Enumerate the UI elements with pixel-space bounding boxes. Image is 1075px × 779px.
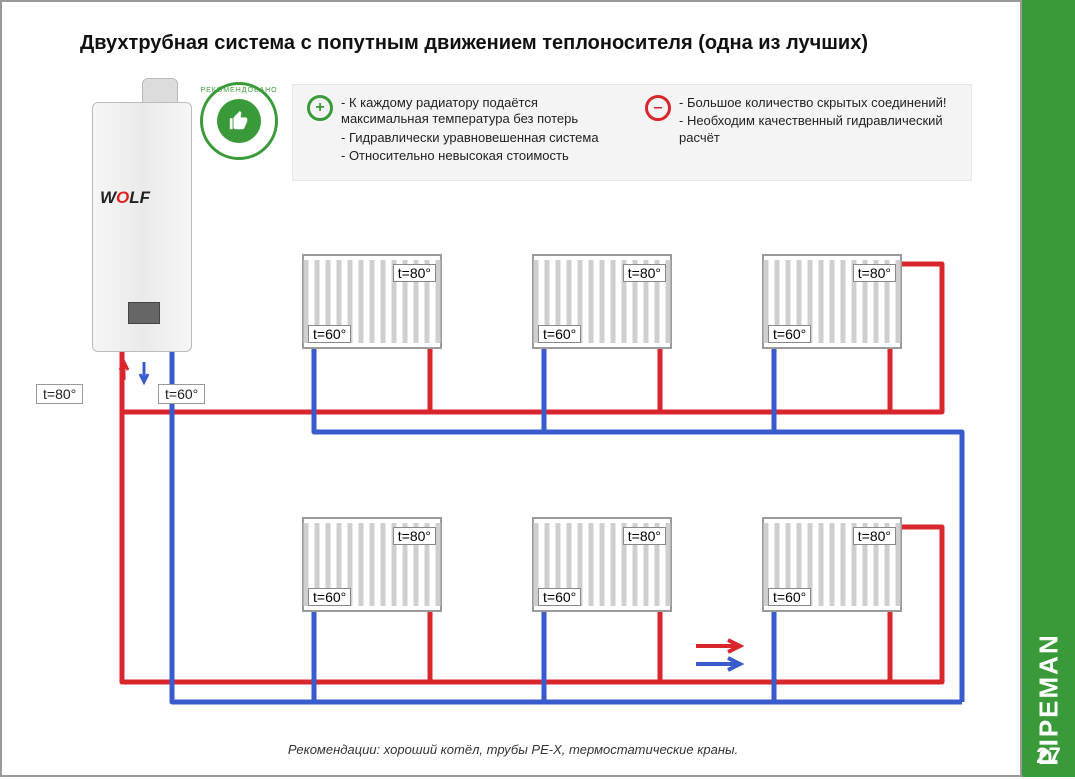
pros-item: - К каждому радиатору подаётся максималь…: [341, 95, 619, 128]
boiler: WOLF: [92, 102, 192, 352]
flow-direction-arrows: [692, 638, 752, 674]
cons-list: - Большое количество скрытых соединений!…: [679, 95, 957, 166]
pros-list: - К каждому радиатору подаётся максималь…: [341, 95, 619, 166]
brand-sidebar: PIPEMAN 27: [1022, 0, 1075, 777]
radiator-temp-in: t=80°: [623, 527, 666, 545]
page-title: Двухтрубная система с попутным движением…: [80, 32, 868, 55]
radiator-temp-out: t=60°: [538, 325, 581, 343]
radiator-temp-out: t=60°: [538, 588, 581, 606]
boiler-control-panel: [128, 302, 160, 324]
boiler-flow-arrows: [116, 358, 156, 386]
radiator-temp-in: t=80°: [853, 527, 896, 545]
pros-cons-box: + - К каждому радиатору подаётся максима…: [292, 84, 972, 181]
radiator: t=80° t=60°: [762, 517, 902, 612]
pros-item: - Относительно невысокая стоимость: [341, 148, 619, 164]
boiler-supply-temp: t=80°: [36, 384, 83, 404]
page-number: 27: [1022, 743, 1075, 769]
page-root: Двухтрубная система с попутным движением…: [0, 0, 1075, 777]
boiler-return-temp: t=60°: [158, 384, 205, 404]
radiator-temp-in: t=80°: [393, 527, 436, 545]
radiator-temp-out: t=60°: [768, 588, 811, 606]
content-area: Двухтрубная система с попутным движением…: [0, 0, 1022, 777]
radiator-temp-in: t=80°: [853, 264, 896, 282]
cons-item: - Большое количество скрытых соединений!: [679, 95, 957, 111]
radiator-temp-in: t=80°: [393, 264, 436, 282]
thumb-up-icon: [217, 99, 261, 143]
cons-column: – - Большое количество скрытых соединени…: [645, 95, 957, 166]
boiler-logo: WOLF: [100, 188, 150, 208]
radiator-temp-out: t=60°: [768, 325, 811, 343]
plus-icon: +: [307, 95, 333, 121]
radiator-temp-in: t=80°: [623, 264, 666, 282]
minus-icon: –: [645, 95, 671, 121]
footer-recommendation: Рекомендации: хороший котёл, трубы PE-X,…: [2, 742, 1024, 757]
radiator: t=80° t=60°: [532, 254, 672, 349]
radiator: t=80° t=60°: [532, 517, 672, 612]
radiator: t=80° t=60°: [302, 517, 442, 612]
stamp-text-top: РЕКОМЕНДОВАНО: [200, 87, 277, 94]
pros-column: + - К каждому радиатору подаётся максима…: [307, 95, 619, 166]
recommended-stamp: РЕКОМЕНДОВАНО: [200, 82, 278, 160]
radiator-temp-out: t=60°: [308, 588, 351, 606]
radiator-temp-out: t=60°: [308, 325, 351, 343]
pros-item: - Гидравлически уравновешенная система: [341, 130, 619, 146]
radiator: t=80° t=60°: [302, 254, 442, 349]
cons-item: - Необходим качественный гидравлический …: [679, 113, 957, 146]
radiator: t=80° t=60°: [762, 254, 902, 349]
